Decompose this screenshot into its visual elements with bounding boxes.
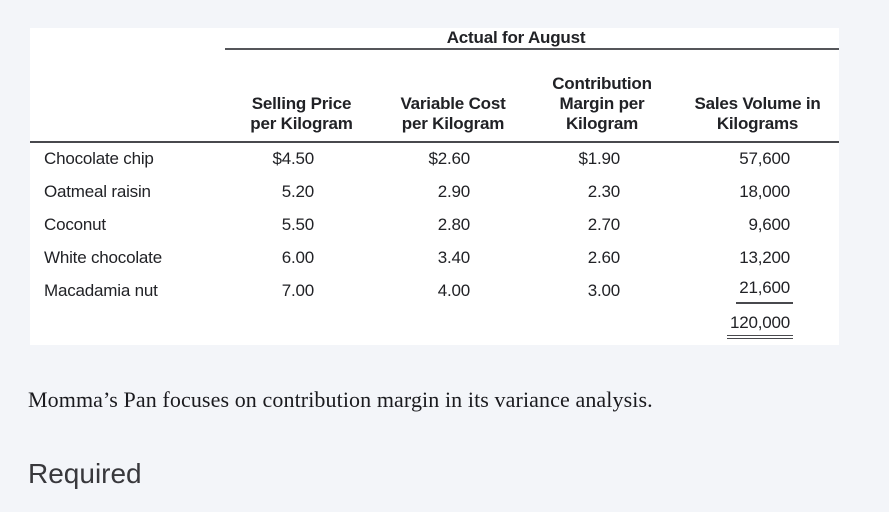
- cell-contribution-margin: 3.00: [587, 280, 620, 300]
- spacer-cell: [30, 28, 225, 49]
- cookie-data-table: Actual for August Selling Price per Kilo…: [30, 28, 840, 345]
- column-header-row: Selling Price per Kilogram Variable Cost…: [30, 49, 840, 143]
- cell-contribution-margin: 2.60: [587, 247, 620, 267]
- cell-sales-volume: 57,600: [739, 149, 791, 168]
- cell-variable-cost: $2.60: [428, 149, 470, 168]
- cell-contribution-margin: $1.90: [578, 149, 620, 168]
- table-panel: Actual for August Selling Price per Kilo…: [30, 28, 840, 345]
- cell-total-sales-volume: 120,000: [676, 307, 839, 345]
- narrative-paragraph: Momma’s Pan focuses on contribution marg…: [28, 387, 653, 412]
- cell-variable-cost: 3.40: [437, 247, 470, 267]
- column-header-product: [30, 49, 225, 143]
- header-line: Contribution: [552, 74, 652, 93]
- required-heading: Required: [28, 458, 142, 489]
- row-label: Chocolate chip: [44, 149, 154, 168]
- cell-sales-volume: 21,600: [676, 274, 839, 307]
- cell-sales-volume: 9,600: [748, 214, 791, 234]
- cell-sales-volume: 18,000: [739, 181, 791, 201]
- spanning-header-label: Actual for August: [446, 28, 586, 47]
- row-label: Macadamia nut: [44, 280, 158, 300]
- column-header-selling-price: Selling Price per Kilogram: [225, 49, 378, 143]
- spacer-cell: [30, 307, 676, 345]
- header-line: per Kilogram: [401, 114, 505, 133]
- cell-selling-price: 5.20: [281, 181, 314, 201]
- column-header-contribution-margin: Contribution Margin per Kilogram: [528, 49, 676, 143]
- column-header-variable-cost: Variable Cost per Kilogram: [378, 49, 528, 143]
- table-row-white-chocolate: White chocolate 6.00 3.40 2.60 13,200: [30, 241, 839, 274]
- table-row-coconut: Coconut 5.50 2.80 2.70 9,600: [30, 208, 839, 241]
- row-label: Coconut: [44, 214, 106, 234]
- header-line: Selling Price: [251, 94, 352, 113]
- header-line: Kilogram: [565, 114, 639, 133]
- spanning-header-row: Actual for August: [30, 28, 840, 50]
- cell-sales-volume: 13,200: [739, 247, 791, 267]
- column-header-sales-volume: Sales Volume in Kilograms: [676, 49, 840, 143]
- cell-selling-price: $4.50: [272, 149, 314, 168]
- cell-contribution-margin: 2.30: [587, 181, 620, 201]
- cell-variable-cost: 2.90: [437, 181, 470, 201]
- grand-total-value: 120,000: [726, 313, 794, 339]
- cell-variable-cost: 4.00: [437, 280, 470, 300]
- header-line: Margin per: [559, 94, 645, 113]
- cell-variable-cost: 2.80: [437, 214, 470, 234]
- row-label: Oatmeal raisin: [44, 181, 151, 201]
- cell-selling-price: 6.00: [281, 247, 314, 267]
- table-row-oatmeal-raisin: Oatmeal raisin 5.20 2.90 2.30 18,000: [30, 175, 839, 208]
- spanning-header-cell: Actual for August: [225, 28, 840, 50]
- header-line: Sales Volume in: [694, 94, 821, 113]
- cell-selling-price: 5.50: [281, 214, 314, 234]
- header-line: Kilograms: [716, 114, 799, 133]
- header-line: per Kilogram: [250, 114, 353, 133]
- header-line: Variable Cost: [400, 94, 506, 113]
- cell-contribution-margin: 2.70: [587, 214, 620, 234]
- total-row: 120,000: [30, 307, 839, 345]
- subtotal-underline: 21,600: [736, 278, 794, 304]
- table-row-chocolate-chip: Chocolate chip $4.50 $2.60 $1.90 57,600: [30, 142, 839, 175]
- cell-selling-price: 7.00: [281, 280, 314, 300]
- row-label: White chocolate: [44, 247, 162, 267]
- table-row-macadamia-nut: Macadamia nut 7.00 4.00 3.00 21,600: [30, 274, 839, 307]
